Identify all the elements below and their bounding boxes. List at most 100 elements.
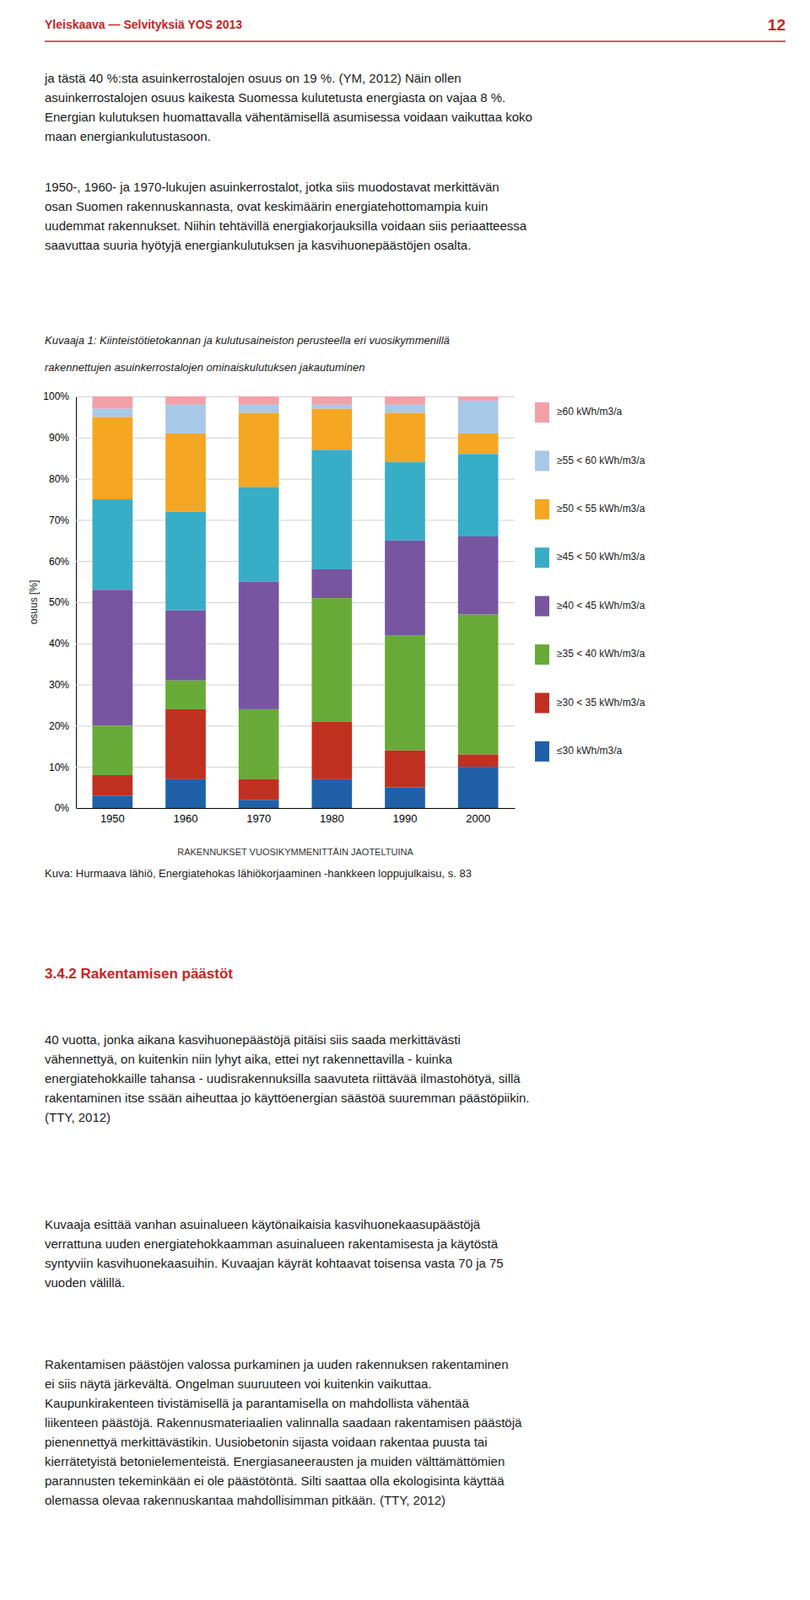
x-tick-label: 1960 [173, 812, 199, 826]
y-tick-label: 20% [48, 720, 70, 733]
chart-subtitle: rakennettujen asuinkerrostalojen ominais… [44, 361, 365, 374]
bar-segment [165, 512, 206, 611]
legend-swatch [534, 692, 550, 713]
y-tick-label: 90% [48, 432, 70, 444]
bar-segment [312, 405, 353, 410]
bar-segment [238, 799, 280, 809]
bar-segment [458, 536, 499, 616]
bar-segment [458, 396, 499, 401]
bar-segment [458, 766, 499, 809]
bar-segment [458, 615, 499, 756]
y-tick-label: 60% [48, 556, 70, 568]
x-tick-label: 1980 [319, 812, 345, 826]
bar-segment [92, 396, 134, 410]
y-tick-label: 40% [48, 637, 70, 650]
bar-segment [458, 400, 499, 434]
bar-segment [384, 405, 426, 414]
bar-segment [238, 405, 280, 414]
x-axis-line [76, 808, 516, 810]
y-axis-title: osuus [%] [27, 580, 40, 626]
legend-item: ≤30 kWh/m3/a [534, 741, 623, 762]
header-rule [44, 40, 786, 43]
grid-line [75, 519, 515, 521]
body-text: Kuvaaja esittää vanhan asuinalueen käytö… [44, 1217, 504, 1291]
x-tick: 1980 [319, 808, 345, 826]
grid-line [75, 396, 515, 398]
bar-segment [312, 598, 353, 722]
body-text: Rakentamisen päästöjen valossa purkamine… [44, 1357, 523, 1508]
bar-segment [312, 722, 353, 780]
legend-label: ≥50 < 55 kWh/m3/a [556, 502, 646, 515]
bar-segment [92, 499, 134, 590]
bar-segment [312, 779, 353, 809]
legend-swatch [534, 450, 550, 471]
page: Yleiskaava — Selvityksiä YOS 201312ja tä… [0, 0, 810, 1600]
legend-swatch [534, 402, 550, 423]
bar-segment [92, 725, 134, 776]
bar-segment [458, 453, 499, 537]
legend-item: ≥35 < 40 kWh/m3/a [534, 644, 646, 665]
bar-segment [384, 396, 426, 405]
x-tick-label: 1990 [393, 812, 418, 826]
legend-label: ≥60 kWh/m3/a [556, 405, 623, 418]
y-tick-label: 100% [43, 390, 70, 403]
y-axis: 0%10%20%30%40%50%60%70%80%90%100% [43, 390, 515, 815]
bar-segment [165, 610, 206, 681]
bar-segment [165, 396, 206, 405]
bar-segment [238, 779, 280, 800]
x-axis: 1950 1960 1970 1980 1990 2000 [76, 808, 516, 826]
grid-line [75, 561, 515, 562]
bar-segment [384, 540, 426, 636]
chart: 0%10%20%30%40%50%60%70%80%90%100%1950196… [27, 390, 516, 858]
legend-item: ≥55 < 60 kWh/m3/a [534, 450, 646, 471]
bar-segment [238, 396, 280, 405]
legend-swatch [534, 596, 550, 617]
bar-segment [458, 433, 499, 454]
x-tick: 1970 [246, 808, 271, 826]
legend-swatch [534, 499, 550, 520]
bar-segment [92, 775, 134, 796]
legend-label: ≥45 < 50 kWh/m3/a [556, 550, 646, 563]
bar-segment [384, 413, 426, 464]
page-number: 12 [767, 16, 786, 34]
x-tick-label: 1950 [100, 812, 125, 826]
bar-segment [238, 486, 280, 582]
x-axis-title: RAKENNUKSET VUOSIKYMMENITTÄIN JAOTELTUIN… [177, 847, 414, 858]
x-tick: 1960 [173, 808, 199, 826]
grid-line [75, 643, 515, 645]
x-tick-label: 1970 [246, 812, 271, 826]
bar-segment [384, 788, 426, 809]
bar-segment [384, 750, 426, 789]
header: Yleiskaava — Selvityksiä YOS 2013 [44, 17, 243, 32]
legend-label: ≥30 < 35 kWh/m3/a [556, 696, 646, 709]
section-header: 3.4.2 Rakentamisen päästöt [44, 966, 233, 983]
bar-segment [312, 569, 353, 599]
x-tick: 1950 [100, 808, 125, 826]
legend-item: ≥60 kWh/m3/a [534, 402, 623, 423]
grid-line [75, 685, 515, 686]
legend-item: ≥50 < 55 kWh/m3/a [534, 499, 646, 520]
legend-swatch [534, 741, 550, 762]
grid-line [75, 766, 515, 768]
y-tick-label: 10% [48, 761, 70, 774]
grid-line [75, 479, 515, 481]
bar-segment [312, 449, 353, 570]
legend-swatch [534, 644, 550, 665]
x-tick: 1990 [393, 808, 418, 826]
body-text: 40 vuotta, jonka aikana kasvihuonepäästö… [44, 1032, 530, 1125]
y-tick-label: 30% [48, 679, 70, 692]
bar-segment [165, 433, 206, 513]
bar-segment [384, 635, 426, 751]
y-tick-label: 70% [48, 514, 70, 527]
bar-segment [238, 413, 280, 488]
bar-segment [165, 779, 206, 809]
y-tick-label: 50% [48, 596, 70, 609]
grid-line [75, 808, 515, 810]
bar-segment [312, 396, 353, 405]
legend-label: ≥55 < 60 kWh/m3/a [556, 454, 646, 467]
legend-label: ≤30 kWh/m3/a [556, 745, 623, 757]
chart-title: Kuvaaja 1: Kiinteistötietokannan ja kulu… [44, 334, 450, 347]
grid-line [75, 725, 515, 727]
x-tick-label: 2000 [465, 812, 491, 826]
bars [92, 396, 499, 809]
